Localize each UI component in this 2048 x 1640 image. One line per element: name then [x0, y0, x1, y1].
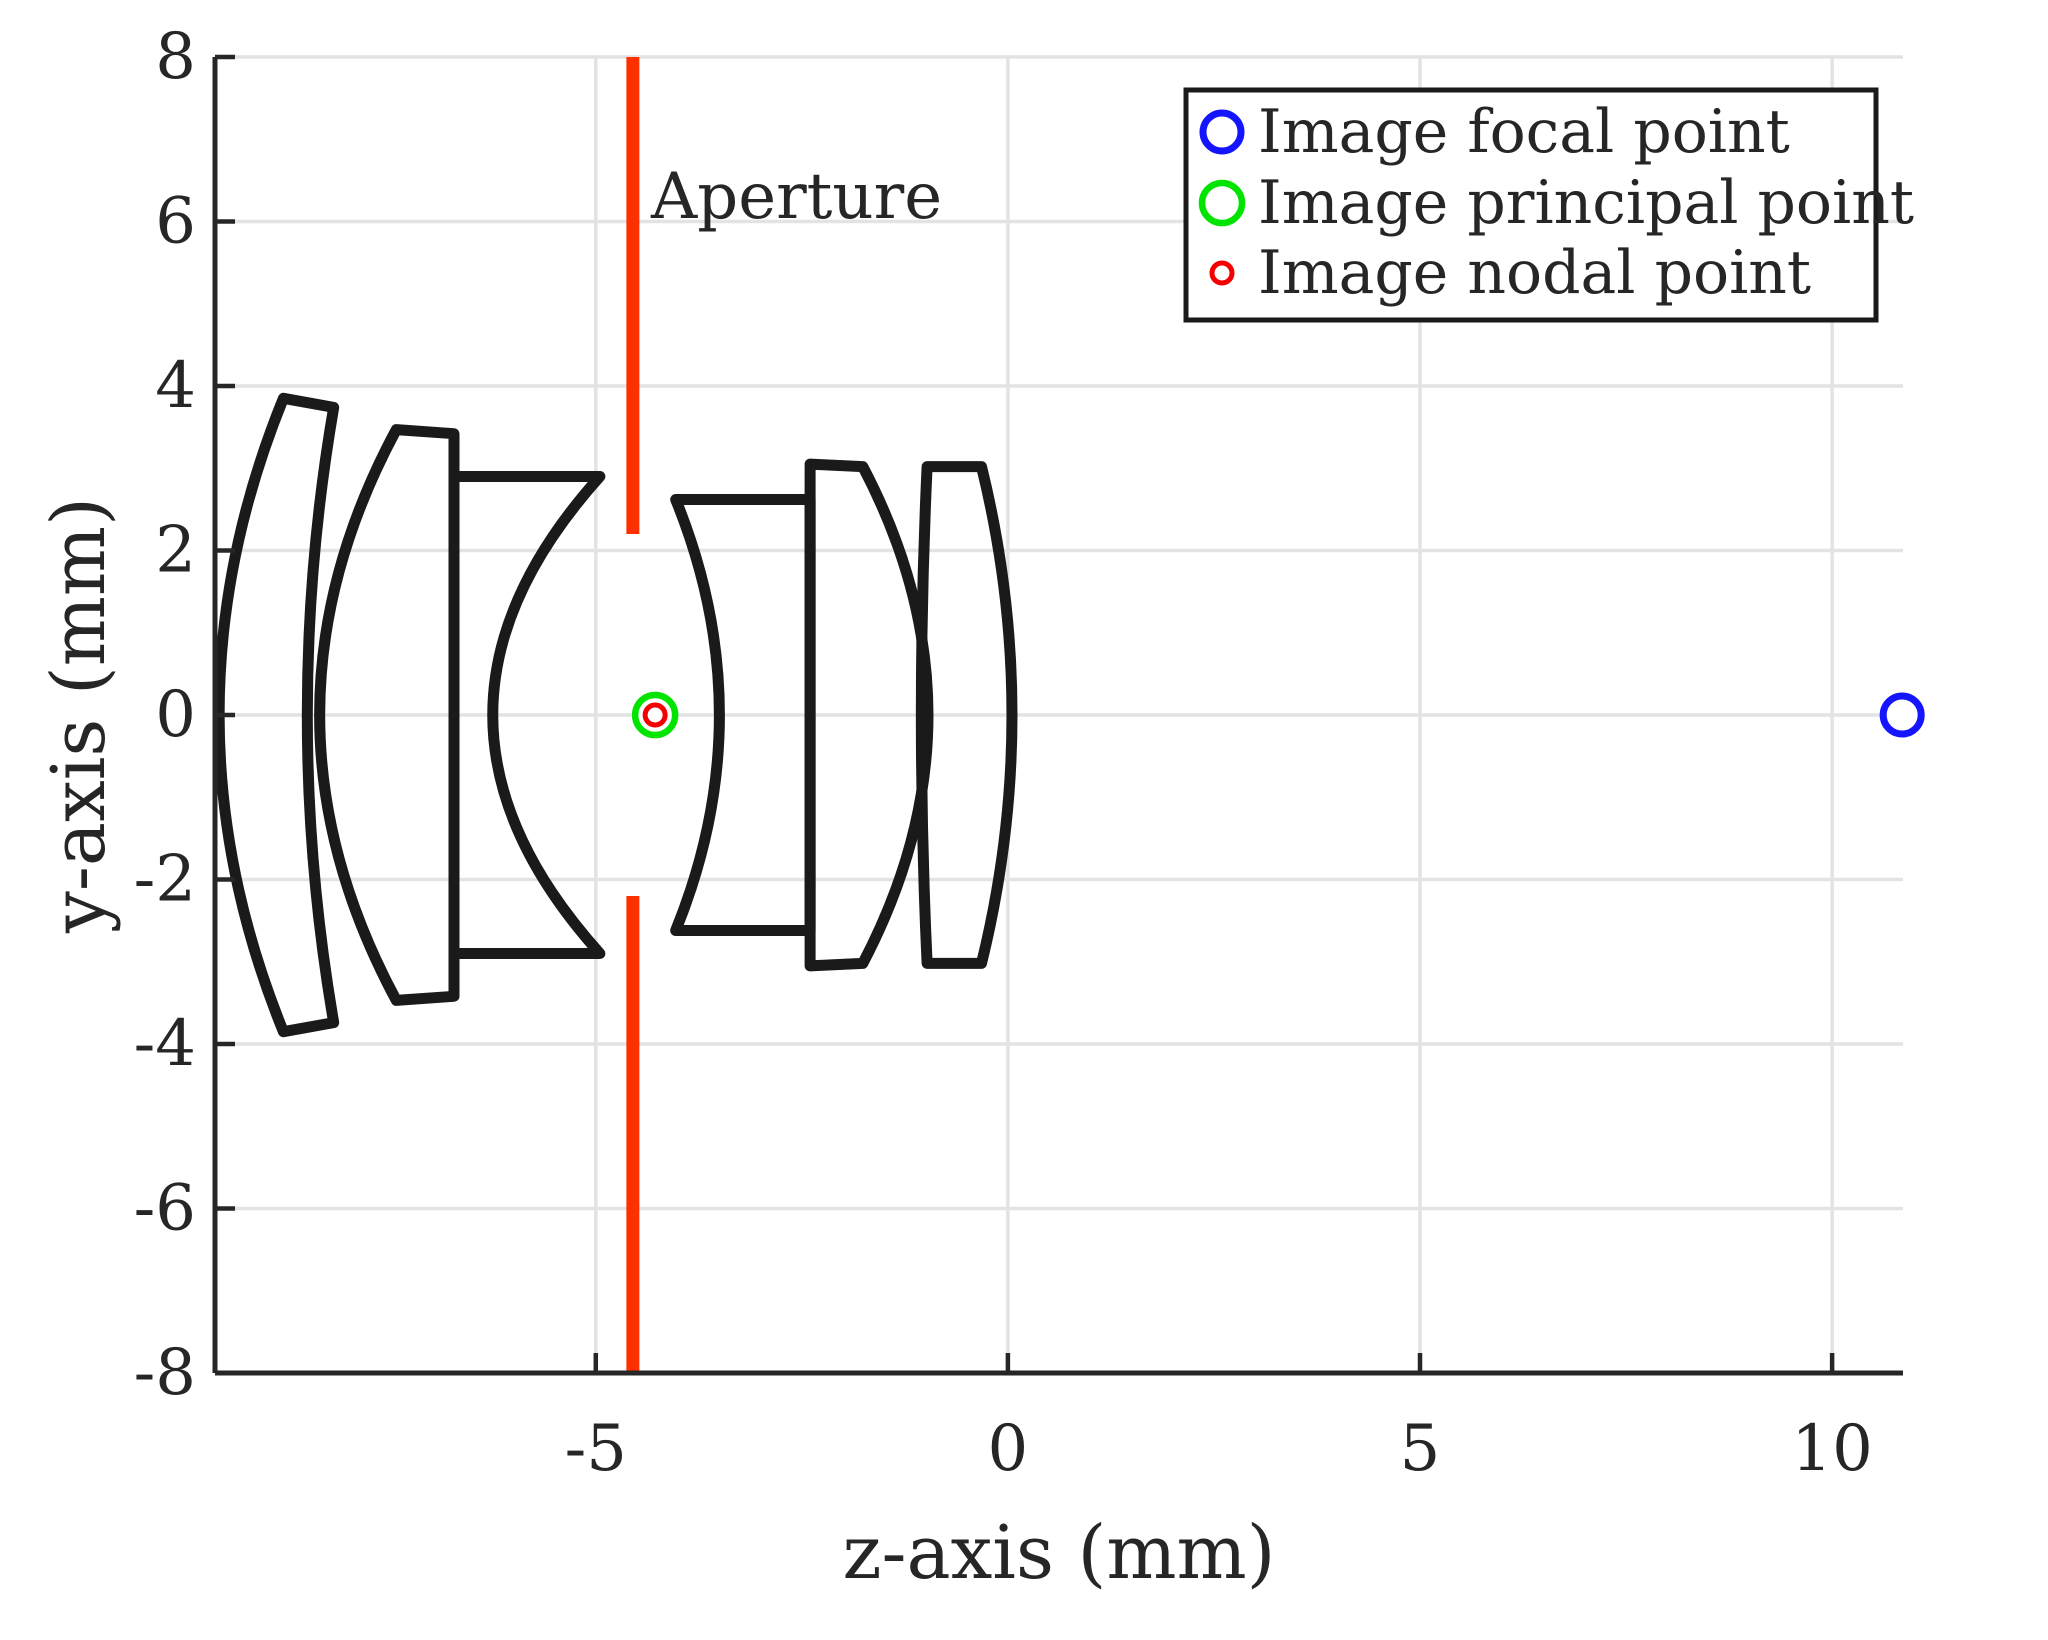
legend-label-1: Image focal point: [1258, 97, 1790, 167]
lens-element-4: [670, 494, 816, 936]
y-tick-label--8: -8: [134, 1336, 196, 1410]
lens-elements: [213, 392, 1018, 1038]
x-axis-label: z-axis (mm): [842, 1510, 1275, 1596]
y-tick-label-6: 6: [155, 185, 196, 259]
y-tick-label-4: 4: [155, 349, 196, 423]
lens-element-2: [314, 424, 460, 1006]
y-tick-label-8: 8: [155, 20, 196, 94]
image-nodal-point-marker: [642, 702, 668, 728]
x-tick-label-0: 0: [988, 1412, 1029, 1486]
lens-element-6: [915, 461, 1018, 969]
lens-element-3: [448, 471, 606, 959]
x-tick-label--5: -5: [565, 1412, 627, 1486]
legend-marker-1-circle-icon: [1199, 109, 1245, 155]
y-tick-label--6: -6: [134, 1172, 196, 1246]
x-tick-labels: -5 0 5 10: [565, 1412, 1873, 1486]
y-tick-labels: -8 -6 -4 -2 0 2 4 6 8: [134, 20, 196, 1410]
y-axis-label: y-axis (mm): [36, 497, 122, 934]
lens-element-1: [213, 392, 340, 1038]
legend-box: [1183, 87, 1879, 323]
lens-element-5: [804, 458, 934, 972]
aperture-stop: Aperture: [626, 57, 942, 1373]
y-tick-label-2: 2: [155, 514, 196, 588]
legend-marker-2-circle-icon: [1198, 179, 1246, 227]
y-tick-label--2: -2: [134, 843, 196, 917]
image-focal-point-marker: [1879, 692, 1925, 738]
axis-labels: z-axis (mm) y-axis (mm): [36, 497, 1276, 1596]
aperture-label: Aperture: [650, 160, 942, 234]
y-tick-label--4: -4: [134, 1007, 196, 1081]
x-tick-label-10: 10: [1791, 1412, 1872, 1486]
y-tick-label-0: 0: [155, 678, 196, 752]
legend-label-2: Image principal point: [1258, 168, 1914, 238]
axis-tick-marks: [215, 54, 1835, 1376]
legend-label-3: Image nodal point: [1258, 238, 1811, 308]
legend-marker-3-circle-icon: [1209, 260, 1235, 286]
x-tick-label-5: 5: [1400, 1412, 1441, 1486]
cardinal-points: [631, 691, 1925, 739]
